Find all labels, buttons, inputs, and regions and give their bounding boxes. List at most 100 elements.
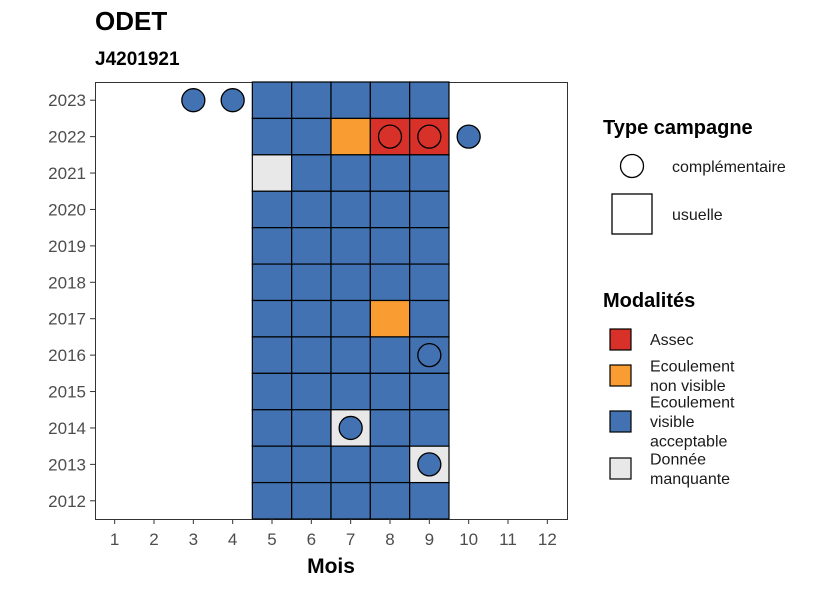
x-tick-label: 11 <box>499 530 517 549</box>
y-tick-label: 2022 <box>48 128 86 147</box>
x-tick-label: 5 <box>267 530 276 549</box>
y-tick-label: 2020 <box>48 200 86 219</box>
point-2022-10 <box>456 124 481 149</box>
x-tick-label: 3 <box>189 530 198 549</box>
x-axis: 1 2 3 4 5 6 7 8 9 10 11 12 <box>110 519 557 549</box>
cell-2023-7 <box>330 81 371 120</box>
cell-2017-9 <box>409 299 450 338</box>
cell-2014-8 <box>369 409 411 447</box>
cell-2018-6 <box>291 263 332 302</box>
cell-2012-9 <box>409 481 450 520</box>
chart-subtitle: J4201921 <box>95 49 180 70</box>
cell-2019-8 <box>369 227 411 265</box>
x-tick-label: 1 <box>110 530 119 549</box>
cell-2012-8 <box>369 481 411 520</box>
cell-2019-6 <box>291 227 332 265</box>
x-tick-label: 7 <box>346 530 355 549</box>
legend-label-assec: Assec <box>650 332 694 349</box>
chart-title: ODET <box>95 6 167 36</box>
cell-2020-5 <box>251 190 293 229</box>
legend-swatch-ecoulement_visible_acceptable <box>609 410 632 433</box>
x-tick-label: 8 <box>385 530 394 549</box>
cell-2016-6 <box>291 336 332 374</box>
cell-2023-6 <box>291 81 332 120</box>
cell-2021-8 <box>369 154 411 192</box>
cell-2023-9 <box>409 81 450 120</box>
legend-circle-key <box>619 153 645 179</box>
usuelle-cells <box>251 81 450 520</box>
point-2023-3 <box>181 88 206 113</box>
y-tick-label: 2023 <box>48 91 86 110</box>
y-tick-label: 2019 <box>48 237 86 256</box>
cell-2020-8 <box>369 190 411 229</box>
cell-2018-8 <box>369 263 411 302</box>
y-tick-label: 2012 <box>48 492 86 511</box>
legend-square-key <box>611 193 653 235</box>
legend-label-ecoulement_visible_acceptable: Ecoulement visible acceptable <box>650 395 735 451</box>
legend-swatch-assec <box>609 328 632 351</box>
cell-2023-8 <box>369 81 411 120</box>
y-axis: 2012 2013 2014 2015 2016 2017 2018 2019 2020 2021… <box>48 91 95 511</box>
cell-2015-5 <box>251 372 293 411</box>
y-tick-label: 2015 <box>48 383 86 402</box>
cell-2015-9 <box>409 372 450 411</box>
cell-2021-5 <box>251 154 293 192</box>
y-tick-label: 2018 <box>48 273 86 292</box>
x-tick-label: 4 <box>228 530 237 549</box>
legend-modalites-title: Modalités <box>603 290 695 312</box>
cell-2013-7 <box>330 445 371 484</box>
legend-label-donnee_manquante: Donnée manquante <box>650 451 730 488</box>
cell-2023-5 <box>251 81 293 120</box>
cell-2022-6 <box>291 117 332 156</box>
complementaire-points <box>181 88 481 477</box>
cell-2019-5 <box>251 227 293 265</box>
cell-2019-7 <box>330 227 371 265</box>
legend-type-label: complémentaire <box>672 159 786 176</box>
cell-2021-6 <box>291 154 332 192</box>
point-2022-9 <box>417 124 442 149</box>
y-tick-label: 2017 <box>48 310 86 329</box>
y-tick-label: 2021 <box>48 164 86 183</box>
cell-2022-5 <box>251 117 293 156</box>
x-tick-label: 2 <box>149 530 158 549</box>
cell-2015-7 <box>330 372 371 411</box>
cell-2014-9 <box>409 409 450 447</box>
legend-swatch-donnee_manquante <box>609 457 632 480</box>
cell-2015-6 <box>291 372 332 411</box>
y-tick-label: 2013 <box>48 455 86 474</box>
cell-2019-9 <box>409 227 450 265</box>
cell-2018-5 <box>251 263 293 302</box>
x-tick-label: 9 <box>425 530 434 549</box>
y-tick-label: 2014 <box>48 419 86 438</box>
cell-2013-6 <box>291 445 332 484</box>
cell-2020-6 <box>291 190 332 229</box>
cell-2016-5 <box>251 336 293 374</box>
cell-2022-7 <box>330 117 371 156</box>
point-2022-8 <box>377 124 403 149</box>
cell-2016-7 <box>330 336 371 374</box>
cell-2016-8 <box>369 336 411 374</box>
cell-2012-6 <box>291 481 332 520</box>
cell-2017-7 <box>330 299 371 338</box>
y-tick-label: 2016 <box>48 346 86 365</box>
legend: Type campagne complémentaire usuelle Modali… <box>603 117 786 488</box>
point-2023-4 <box>220 88 245 113</box>
x-tick-label: 12 <box>538 530 557 549</box>
cell-2014-6 <box>291 409 332 447</box>
x-axis-title: Mois <box>307 555 355 578</box>
cell-2020-9 <box>409 190 450 229</box>
cell-2017-8 <box>369 299 411 338</box>
cell-2013-5 <box>251 445 293 484</box>
cell-2013-8 <box>369 445 411 484</box>
legend-type-title: Type campagne <box>603 117 753 139</box>
cell-2014-5 <box>251 409 293 447</box>
cell-2018-7 <box>330 263 371 302</box>
point-2014-7 <box>338 415 363 441</box>
cell-2021-7 <box>330 154 371 192</box>
cell-2015-8 <box>369 372 411 411</box>
legend-label-ecoulement_non_visible: Ecoulement non visible <box>650 358 735 395</box>
point-2016-9 <box>417 342 442 368</box>
x-tick-label: 10 <box>459 530 478 549</box>
point-2013-9 <box>417 452 442 477</box>
